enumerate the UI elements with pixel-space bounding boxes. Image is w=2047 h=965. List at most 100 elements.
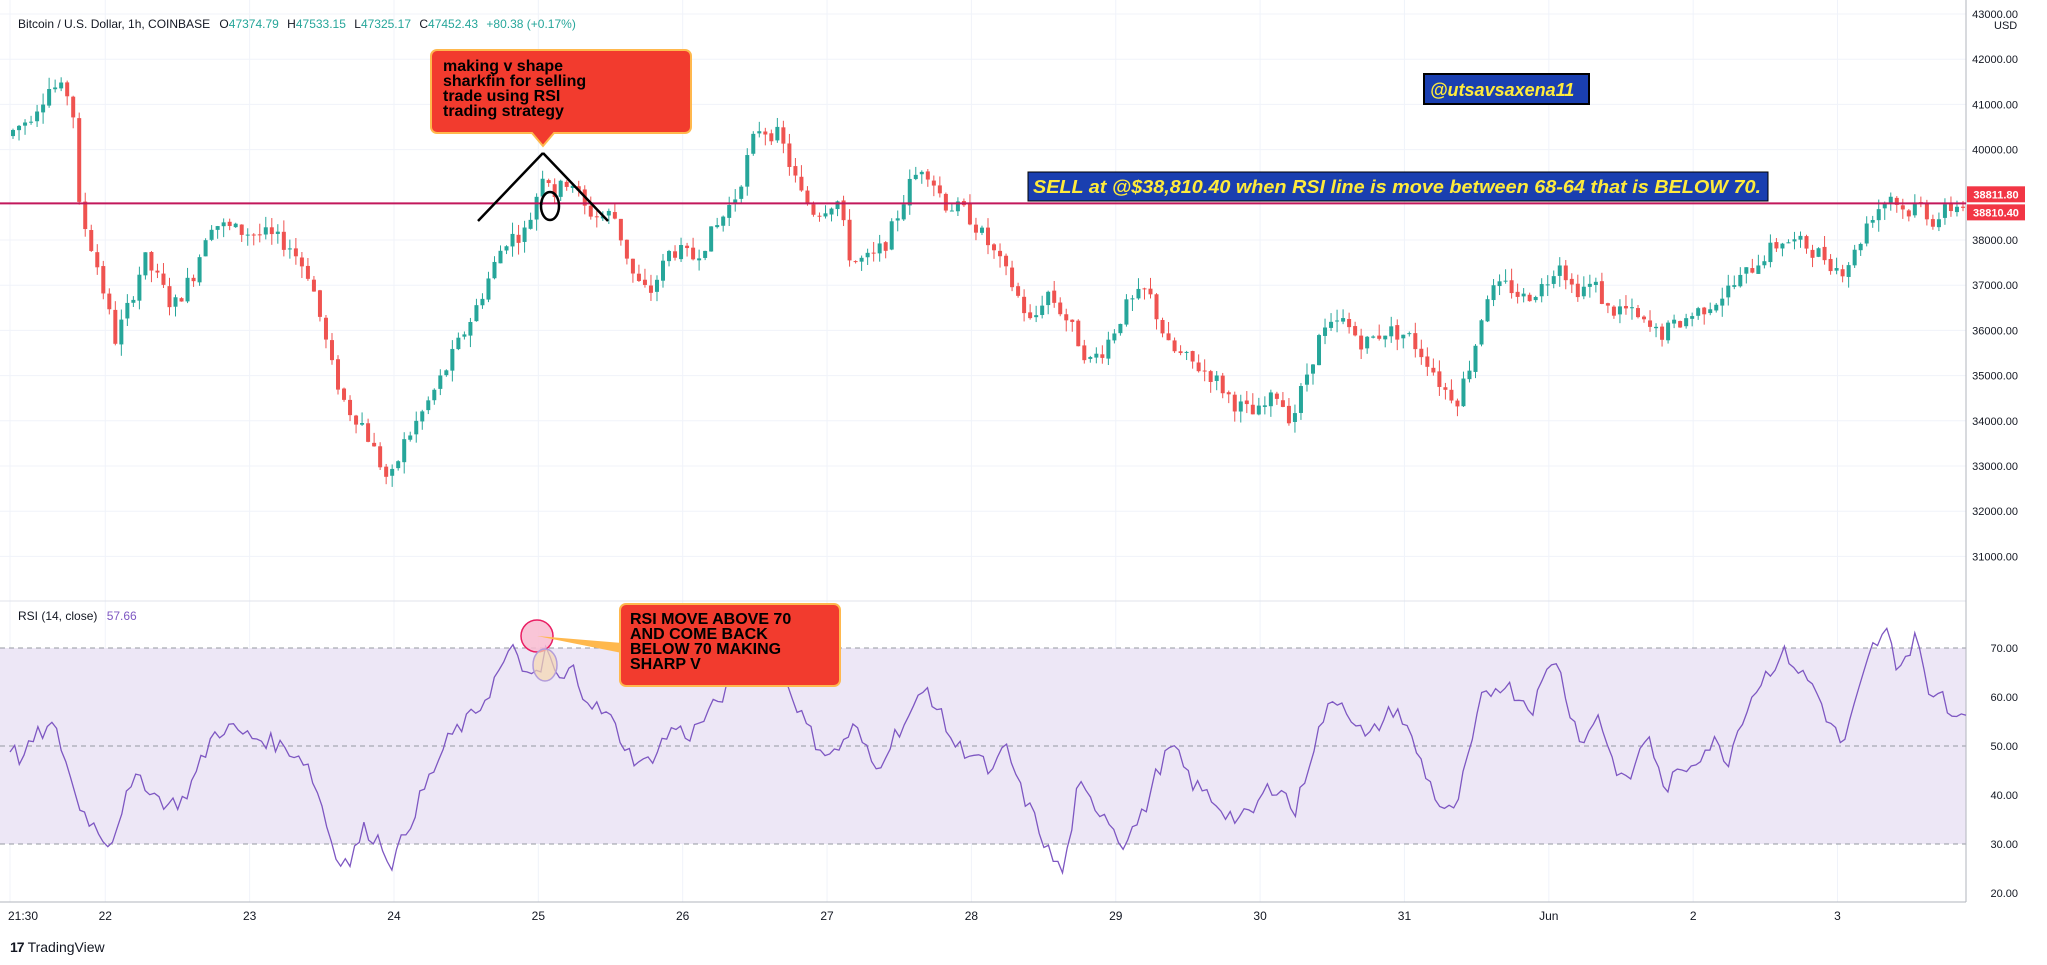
candle-body xyxy=(1702,307,1707,315)
candle-body xyxy=(1870,220,1875,223)
time-tick-label: 24 xyxy=(387,909,401,923)
candle-body xyxy=(492,261,497,279)
sharkfin-left-line[interactable] xyxy=(477,152,544,222)
candle-body xyxy=(1732,285,1737,287)
candle-body xyxy=(281,231,286,250)
candle-body xyxy=(420,411,425,422)
candle-body xyxy=(588,205,593,217)
candle-body xyxy=(1040,305,1045,315)
price-axis[interactable]: 43000.00 42000.00 41000.00 40000.00 38000.00… xyxy=(1972,9,2018,563)
candle-body xyxy=(853,261,858,263)
sharkfin-callout-box[interactable] xyxy=(430,49,692,148)
rsi-axis[interactable]: 70.00 60.00 50.00 40.00 30.00 20.00 xyxy=(1990,643,2018,900)
time-tick-label: 21:30 xyxy=(8,909,38,923)
candle-body xyxy=(1708,309,1713,314)
candle-body xyxy=(552,184,557,197)
candle-body xyxy=(77,118,82,202)
candle-body xyxy=(1672,319,1677,324)
candle-body xyxy=(1335,320,1340,322)
candle-body xyxy=(1900,205,1905,210)
price-tag-box xyxy=(1967,204,2025,221)
price-tags: 38811.80 38810.40 xyxy=(1967,186,2025,221)
candle-body xyxy=(1028,312,1033,319)
candle-body xyxy=(943,193,948,211)
candle-body xyxy=(1756,265,1761,274)
candle-body xyxy=(781,127,786,144)
candle-body xyxy=(817,215,822,217)
candle-body xyxy=(245,234,250,236)
candle-body xyxy=(474,305,479,322)
candle-body xyxy=(1196,362,1201,372)
candle-body xyxy=(480,298,485,306)
candle-body xyxy=(1828,258,1833,272)
candle-body xyxy=(1864,223,1869,244)
candle-body xyxy=(564,181,569,187)
candle-body xyxy=(1479,320,1484,345)
candle-body xyxy=(161,273,166,285)
candle-body xyxy=(1250,404,1255,415)
candle-body xyxy=(1323,327,1328,336)
candle-body xyxy=(287,248,292,250)
candle-body xyxy=(89,230,94,251)
candle-body xyxy=(173,297,178,307)
candle-body xyxy=(1244,400,1249,405)
candle-body xyxy=(348,399,353,416)
candle-body xyxy=(1497,281,1502,287)
sharkfin-callout-text: making v shape sharkfin for selling trad… xyxy=(443,58,591,120)
candle-body xyxy=(1527,294,1532,302)
sharkfin-callout[interactable]: making v shape sharkfin for selling trad… xyxy=(430,49,692,148)
low-value: 47325.17 xyxy=(361,17,411,31)
sell-banner-box[interactable] xyxy=(1027,171,1769,202)
candle-body xyxy=(510,233,515,247)
candle-body xyxy=(1557,265,1562,276)
price-tick-label: 35000.00 xyxy=(1972,371,2018,383)
sell-banner[interactable]: SELL at @$38,810.40 when RSI line is mov… xyxy=(1027,171,1769,202)
candlestick-series[interactable] xyxy=(11,77,1965,487)
candle-body xyxy=(1076,320,1081,347)
candle-body xyxy=(763,131,768,135)
candle-body xyxy=(733,199,738,204)
time-tick-label: 31 xyxy=(1398,909,1412,923)
time-axis[interactable]: 21:30 22 23 24 25 26 27 28 29 30 31 Jun 2 3 xyxy=(8,909,1841,923)
price-tick-label: 34000.00 xyxy=(1972,416,2018,428)
candle-body xyxy=(1178,351,1183,354)
candle-body xyxy=(1521,293,1526,297)
author-tag[interactable]: @utsavsaxena11 xyxy=(1423,73,1590,105)
candle-body xyxy=(1371,336,1376,338)
rsi-dip-circle[interactable] xyxy=(532,648,558,682)
tradingview-logo[interactable]: 17 TradingView xyxy=(10,939,105,955)
candle-body xyxy=(1768,242,1773,263)
candle-body xyxy=(41,104,46,113)
candle-body xyxy=(673,251,678,258)
candle-body xyxy=(59,82,64,89)
candle-body xyxy=(618,218,623,241)
candle-body xyxy=(1010,267,1015,288)
candle-body xyxy=(498,250,503,264)
rsi-callout-pointer xyxy=(537,636,622,653)
rsi-line[interactable] xyxy=(9,627,1967,876)
rsi-annotation[interactable]: RSI MOVE ABOVE 70 AND COME BACK BELOW 70… xyxy=(520,603,841,687)
candle-body xyxy=(1816,248,1821,257)
author-tag-box[interactable] xyxy=(1423,73,1590,105)
sharkfin-right-line[interactable] xyxy=(542,152,609,222)
candle-body xyxy=(1906,210,1911,217)
candle-body xyxy=(1208,371,1213,382)
candle-body xyxy=(1106,339,1111,359)
candle-body xyxy=(1846,265,1851,277)
rsi-band xyxy=(0,647,1966,845)
candle-body xyxy=(1377,335,1382,339)
candle-body xyxy=(1425,356,1430,367)
price-tag-label: 38811.80 xyxy=(1973,189,2018,201)
candle-body xyxy=(534,196,539,220)
candle-body xyxy=(1780,243,1785,249)
sharkfin-circle[interactable] xyxy=(539,190,561,222)
candle-body xyxy=(167,286,172,308)
candle-body xyxy=(919,171,924,175)
candle-body xyxy=(179,298,184,302)
rsi-callout-box[interactable] xyxy=(619,603,841,687)
candle-body xyxy=(1046,291,1051,306)
sharkfin-drawing[interactable] xyxy=(477,152,609,222)
candle-body xyxy=(1052,290,1057,303)
candle-body xyxy=(107,293,112,310)
